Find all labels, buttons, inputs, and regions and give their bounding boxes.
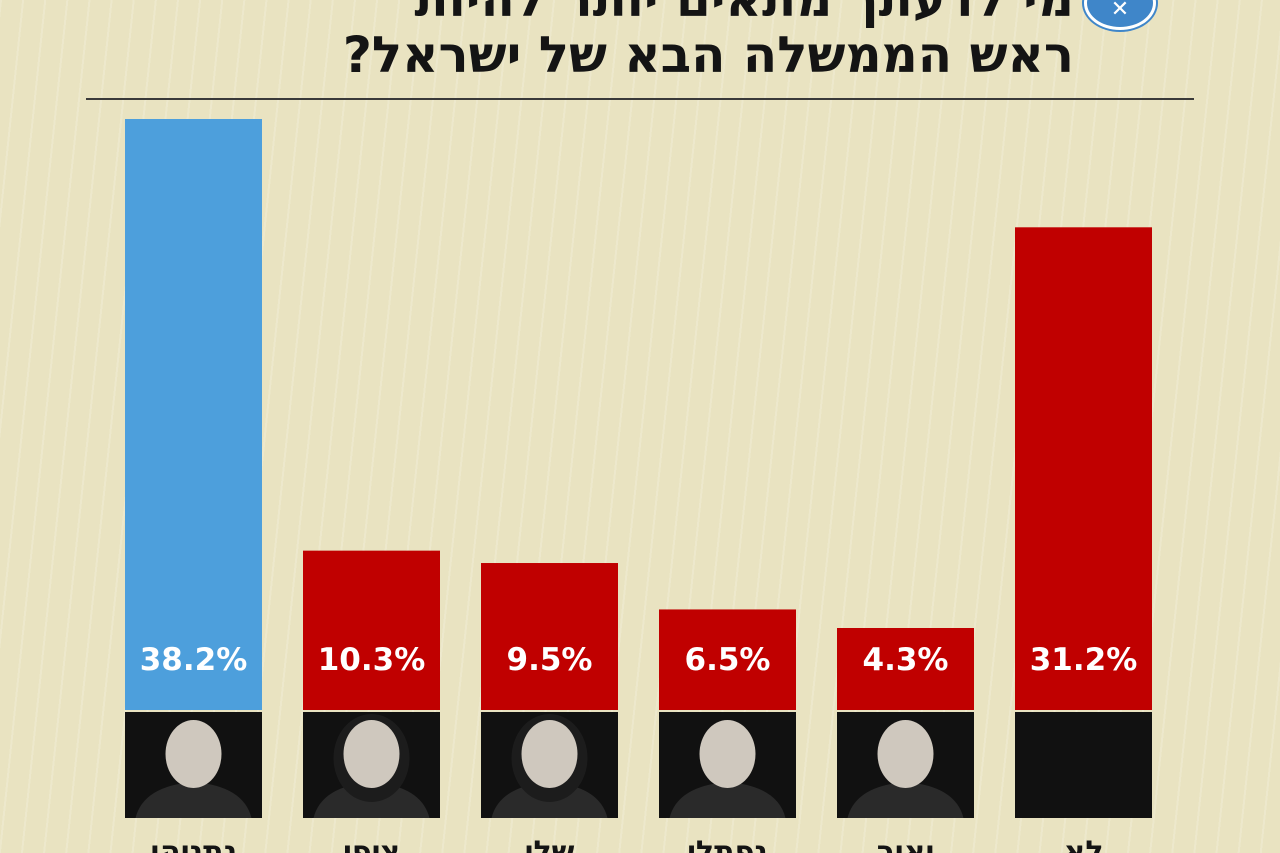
portrait-face-2 <box>521 720 578 788</box>
chart-title-line-2: ראש הממשלה הבא של ישראל? <box>342 26 1074 84</box>
chart-title-line-1: מי לדעתך מתאים יותר להיות <box>174 0 1074 24</box>
category-label-2: שלי <box>525 835 575 853</box>
bar-3 <box>659 609 796 710</box>
category-label-0: נתניהו <box>150 835 237 853</box>
value-label-5: 31.2% <box>1030 642 1138 678</box>
category-label-1: ציפי <box>343 835 400 853</box>
category-label-5: לא <box>1064 835 1104 853</box>
bar-2 <box>481 563 618 710</box>
portrait-face-4 <box>877 720 934 788</box>
portrait-face-3 <box>699 720 756 788</box>
category-label-4: יאיר <box>877 835 935 853</box>
bar-0 <box>125 119 262 710</box>
portrait-body-4 <box>847 782 964 818</box>
bar-5 <box>1015 227 1152 710</box>
photo-block-5 <box>1015 712 1152 818</box>
value-label-2: 9.5% <box>507 642 593 678</box>
title-divider <box>86 98 1194 100</box>
bar-4 <box>837 628 974 710</box>
portrait-body-0 <box>135 782 252 818</box>
portrait-body-3 <box>669 782 786 818</box>
portrait-face-0 <box>165 720 222 788</box>
portrait-face-1 <box>343 720 400 788</box>
value-label-4: 4.3% <box>863 642 949 678</box>
category-label-3: נפתלי <box>687 835 768 853</box>
bar-1 <box>303 550 440 710</box>
value-label-1: 10.3% <box>318 642 426 678</box>
value-label-0: 38.2% <box>140 642 248 678</box>
value-label-3: 6.5% <box>685 642 771 678</box>
